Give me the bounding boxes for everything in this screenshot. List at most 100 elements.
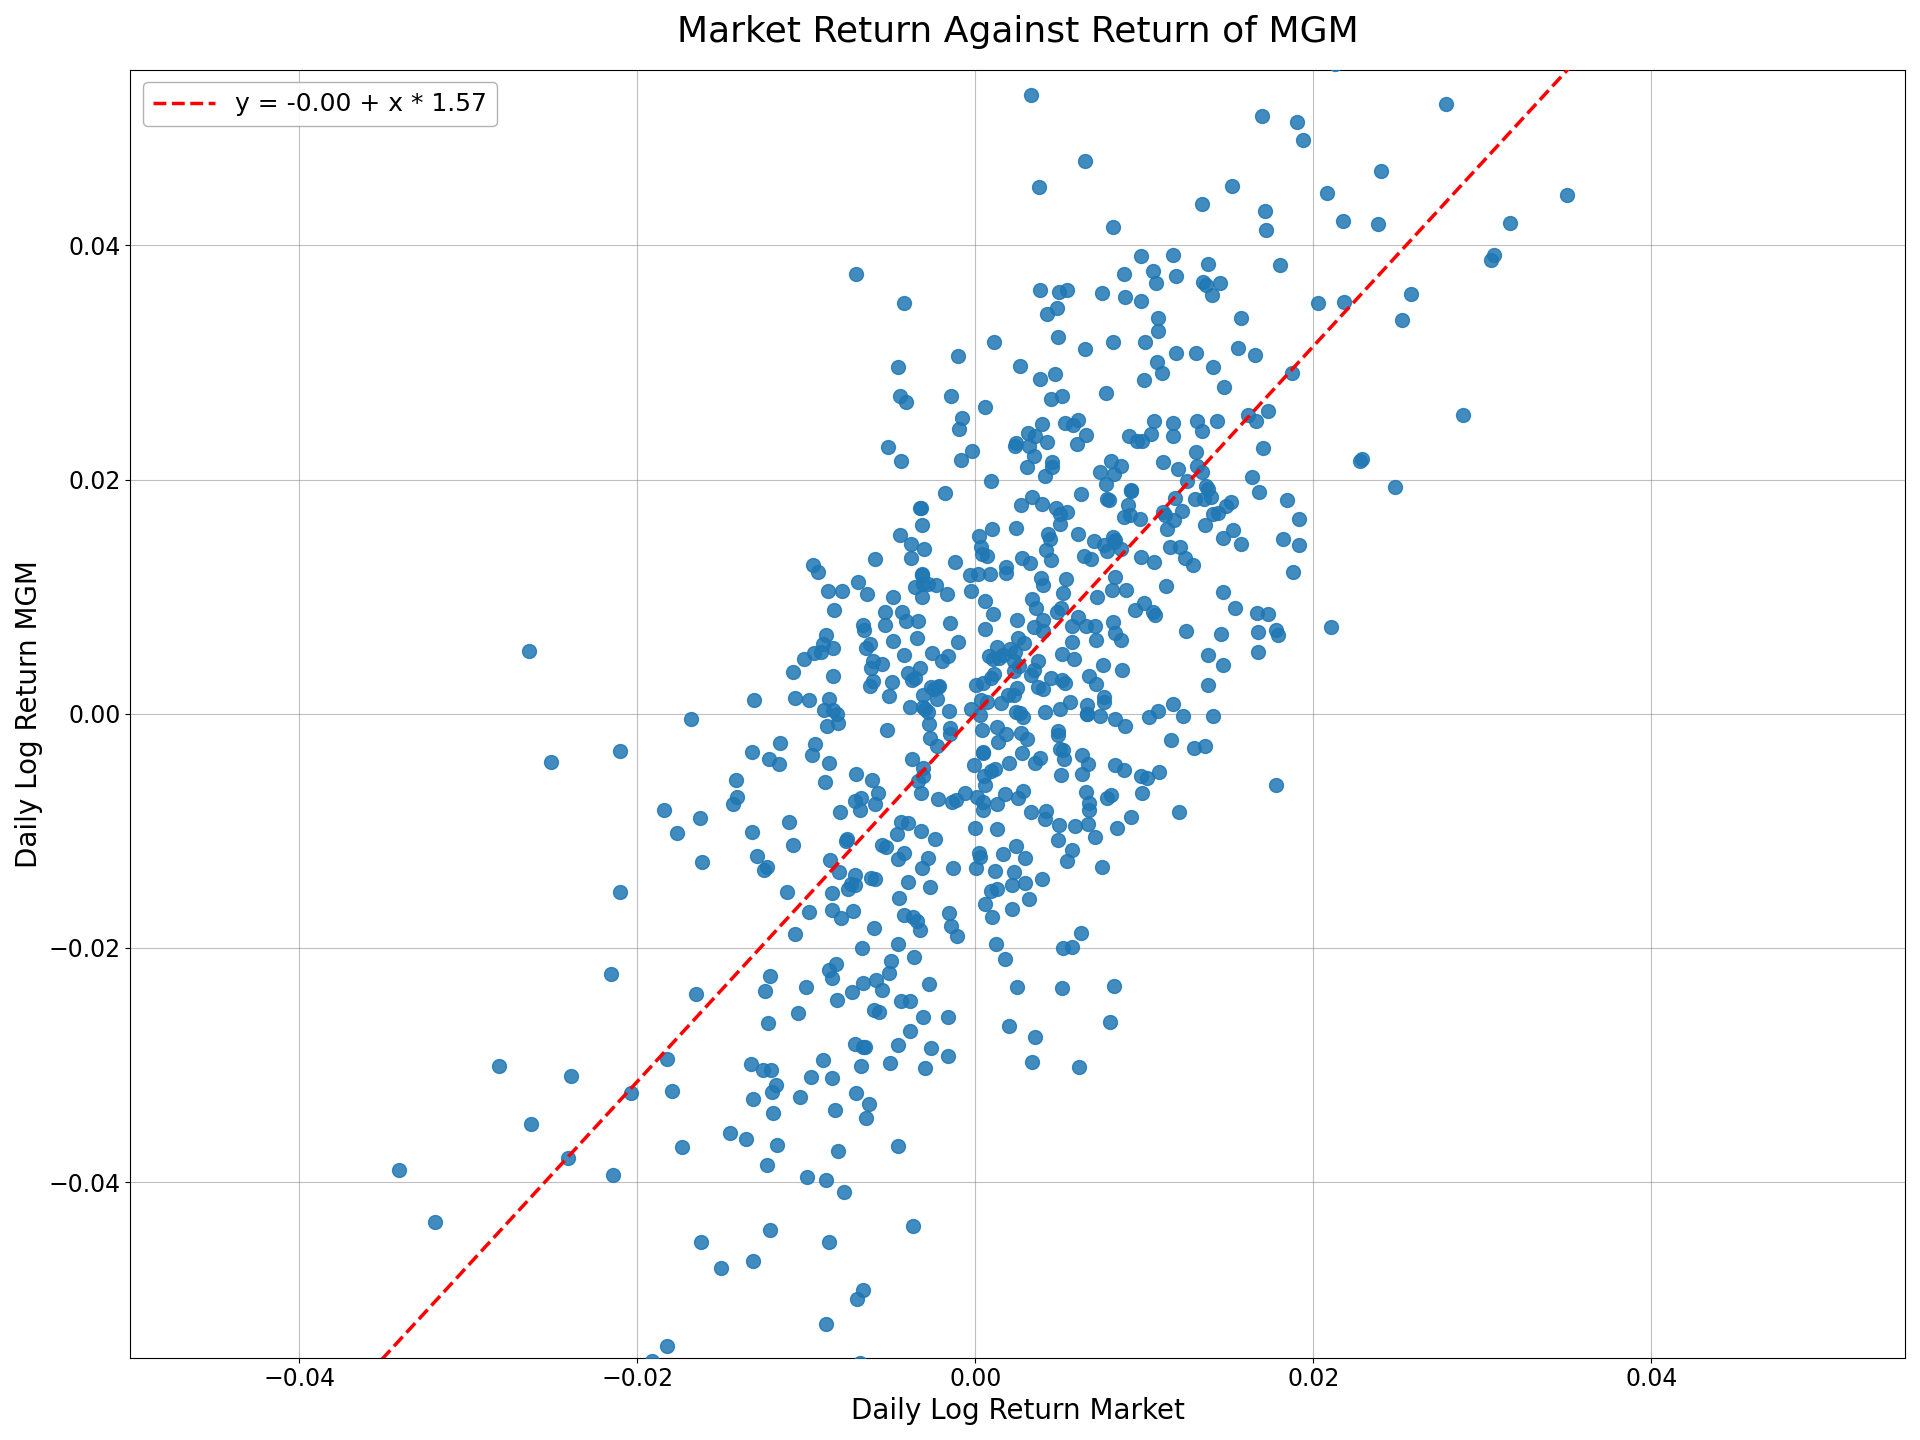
Point: [1081, 629, 1112, 652]
Point: [1081, 825, 1112, 848]
Point: [908, 756, 939, 779]
Point: [1031, 799, 1062, 822]
Point: [924, 675, 954, 698]
Point: [1043, 814, 1073, 837]
Point: [876, 949, 906, 972]
Point: [1046, 670, 1077, 693]
Point: [822, 988, 852, 1011]
Point: [881, 822, 912, 845]
Point: [1181, 341, 1212, 364]
Point: [902, 909, 933, 932]
Point: [1060, 648, 1091, 671]
Point: [977, 517, 1008, 540]
Point: [657, 1080, 687, 1103]
Point: [780, 687, 810, 710]
Point: [1096, 449, 1127, 472]
Point: [1020, 425, 1050, 448]
Point: [1219, 596, 1250, 619]
Point: [1496, 212, 1526, 235]
Point: [808, 770, 839, 793]
Point: [950, 782, 981, 805]
Point: [968, 798, 998, 821]
Point: [897, 533, 927, 556]
Point: [1148, 501, 1179, 524]
Point: [989, 842, 1020, 865]
Point: [968, 791, 998, 814]
Point: [895, 547, 925, 570]
Point: [1242, 602, 1273, 625]
Point: [1027, 413, 1058, 436]
Point: [1054, 691, 1085, 714]
Point: [876, 1051, 906, 1074]
Point: [1344, 449, 1375, 472]
Point: [964, 845, 995, 868]
Point: [1046, 384, 1077, 408]
Point: [1250, 219, 1281, 242]
Point: [1021, 675, 1052, 698]
Point: [906, 586, 937, 609]
Point: [862, 782, 893, 805]
Point: [1043, 828, 1073, 851]
Point: [841, 262, 872, 285]
Point: [1288, 128, 1319, 151]
Point: [1137, 259, 1167, 282]
Point: [1121, 429, 1152, 452]
Point: [1004, 354, 1035, 377]
Point: [973, 644, 1004, 667]
Point: [981, 636, 1012, 660]
Point: [755, 965, 785, 988]
Point: [1098, 975, 1129, 998]
Point: [991, 721, 1021, 744]
Point: [831, 829, 862, 852]
Point: [993, 684, 1023, 707]
Point: [1181, 441, 1212, 464]
Point: [975, 562, 1006, 585]
Point: [1158, 425, 1188, 448]
Point: [1002, 786, 1033, 809]
Point: [1273, 488, 1304, 511]
Point: [778, 661, 808, 684]
Point: [1094, 0, 1125, 22]
Point: [1127, 429, 1158, 452]
Point: [935, 723, 966, 746]
Point: [993, 752, 1023, 775]
Point: [828, 1181, 858, 1204]
Point: [1050, 567, 1081, 590]
Point: [1029, 700, 1060, 723]
Point: [737, 1250, 768, 1273]
Point: [806, 641, 837, 664]
Point: [1071, 423, 1102, 446]
Point: [789, 648, 820, 671]
Point: [1052, 501, 1083, 524]
Point: [902, 626, 933, 649]
Point: [822, 711, 852, 734]
Point: [998, 860, 1029, 883]
Point: [1190, 734, 1221, 757]
Point: [1346, 448, 1377, 471]
Point: [1027, 867, 1058, 890]
Point: [755, 747, 785, 770]
Point: [1181, 455, 1212, 478]
Point: [781, 1001, 812, 1024]
Point: [914, 973, 945, 996]
Point: [851, 1035, 881, 1058]
Point: [1212, 494, 1242, 517]
Point: [1110, 285, 1140, 308]
Point: [772, 880, 803, 903]
Point: [899, 667, 929, 690]
Point: [1050, 278, 1081, 301]
Point: [1167, 500, 1198, 523]
Point: [1160, 508, 1190, 531]
Point: [816, 966, 847, 989]
Point: [820, 952, 851, 975]
Point: [841, 1081, 872, 1104]
Point: [845, 1351, 876, 1374]
Point: [1164, 536, 1194, 559]
Point: [1071, 694, 1102, 717]
Point: [841, 1287, 872, 1310]
Point: [993, 1015, 1023, 1038]
Point: [970, 893, 1000, 916]
Point: [1025, 747, 1056, 770]
Point: [1048, 582, 1079, 605]
Point: [977, 602, 1008, 625]
